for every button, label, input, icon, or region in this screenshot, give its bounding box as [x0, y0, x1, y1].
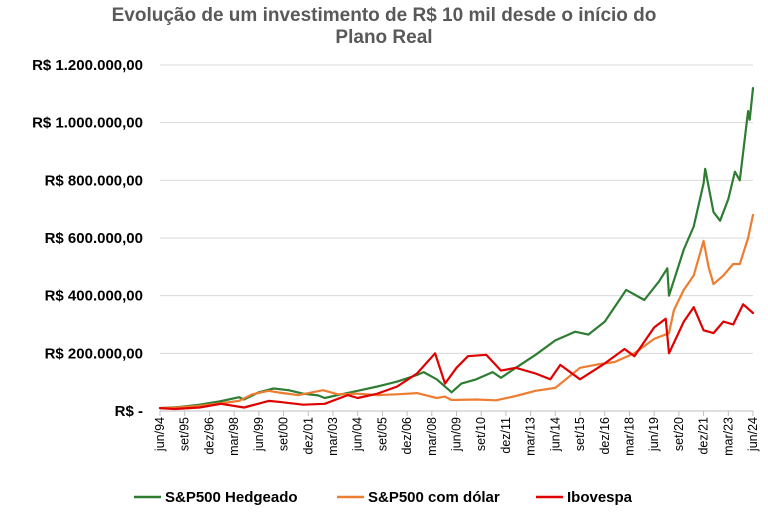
series-line: [158, 303, 755, 411]
series-lines: [158, 87, 755, 411]
x-tick-label: set/05: [375, 417, 389, 451]
y-tick-label: R$ 200.000,00: [45, 345, 143, 362]
y-tick-label: R$ 1.000.000,00: [32, 115, 143, 132]
chart-title-line-1: Evolução de um investimento de R$ 10 mil…: [112, 5, 657, 26]
x-tick-label: jun/04: [351, 417, 365, 452]
x-tick-label: mar/98: [227, 417, 241, 456]
x-tick-label: set/20: [672, 417, 686, 451]
chart-title-line-2: Plano Real: [335, 27, 432, 48]
y-tick-label: R$ 400.000,00: [45, 288, 143, 305]
x-tick-label: jun/19: [647, 417, 661, 452]
x-tick-label: jun/14: [548, 417, 562, 452]
y-tick-label: R$ 1.200.000,00: [32, 57, 143, 74]
x-tick-label: mar/03: [326, 417, 340, 456]
x-tick-label: mar/23: [721, 417, 735, 456]
legend-label: S&P500 com dólar: [368, 489, 500, 506]
x-tick-label: set/95: [178, 417, 192, 451]
legend-label: Ibovespa: [567, 489, 633, 506]
y-tick-label: R$ 800.000,00: [45, 172, 143, 189]
x-tick-label: set/00: [277, 417, 291, 451]
legend-label: S&P500 Hedgeado: [165, 489, 298, 506]
x-tick-label: mar/18: [622, 417, 636, 456]
x-tick-label: jun/09: [450, 417, 464, 452]
x-tick-label: dez/01: [301, 417, 315, 455]
x-tick-label: dez/21: [697, 417, 711, 455]
x-tick-label: set/10: [474, 417, 488, 451]
series-line: [158, 213, 755, 410]
legend: S&P500 Hedgeado S&P500 com dólar Ibovespa: [134, 489, 633, 506]
y-tick-label: R$ -: [115, 403, 143, 420]
x-tick-label: dez/11: [499, 417, 513, 454]
x-tick-label: jun/99: [252, 417, 266, 452]
y-tick-label: R$ 600.000,00: [45, 230, 143, 247]
x-tick-label: dez/96: [202, 417, 216, 455]
x-tick-label: jun/94: [153, 417, 167, 452]
x-axis-ticks: jun/94 set/95 dez/96 mar/98 jun/99 set/00 dez/…: [153, 411, 760, 456]
grid-lines: [160, 64, 753, 412]
y-axis-ticks: R$ - R$ 200.000,00 R$ 400.000,00 R$ 600.000…: [32, 57, 143, 420]
x-tick-label: jun/24: [746, 417, 760, 452]
x-tick-label: mar/08: [425, 417, 439, 456]
x-tick-label: dez/06: [400, 417, 414, 455]
x-tick-label: set/15: [573, 417, 587, 451]
series-line: [158, 87, 755, 410]
x-tick-label: mar/13: [524, 417, 538, 456]
x-tick-label: dez/16: [598, 417, 612, 455]
